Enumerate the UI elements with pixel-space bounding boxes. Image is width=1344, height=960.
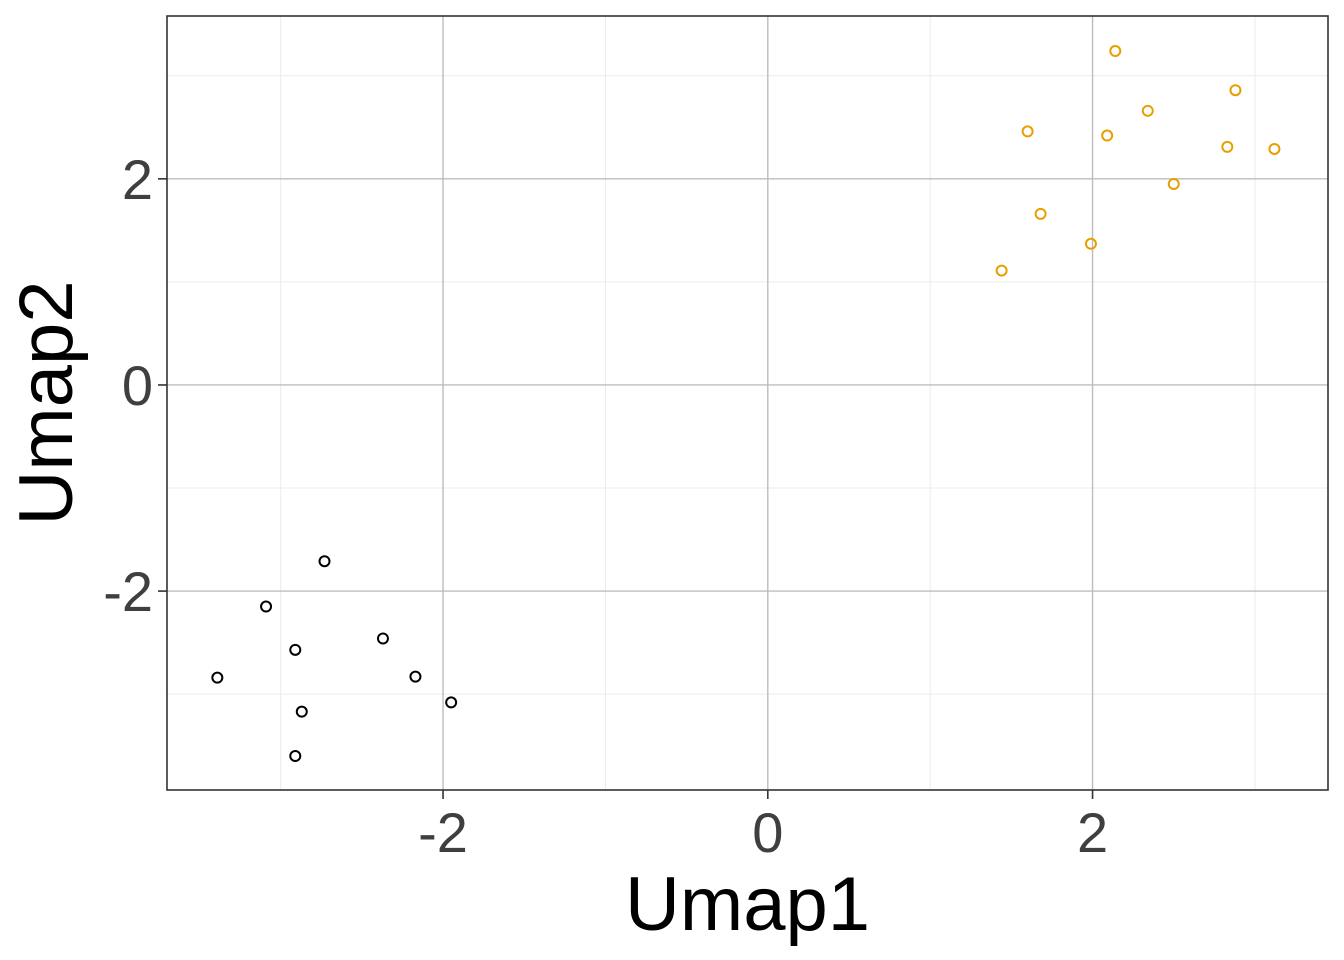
y-axis-ticks xyxy=(158,178,167,592)
x-axis-ticks xyxy=(442,790,1094,799)
data-point xyxy=(1221,140,1234,153)
y-axis-tick-labels: -2 0 2 xyxy=(103,148,153,623)
data-point xyxy=(1229,84,1242,97)
grid-minor xyxy=(167,16,1328,790)
data-point xyxy=(409,670,422,683)
data-point xyxy=(1141,104,1154,117)
data-point xyxy=(1034,207,1047,220)
x-tick-label: 0 xyxy=(752,801,783,864)
grid-major xyxy=(167,16,1328,790)
data-point xyxy=(211,671,224,684)
data-point xyxy=(289,749,302,762)
x-tick-label: 2 xyxy=(1077,801,1108,864)
data-point xyxy=(1268,142,1281,155)
y-tick-label: -2 xyxy=(103,560,153,623)
data-point xyxy=(376,632,389,645)
data-point xyxy=(1109,45,1122,58)
x-axis-title: Umap1 xyxy=(625,862,870,947)
x-axis-tick-labels: -2 0 2 xyxy=(418,801,1108,864)
data-point xyxy=(1084,237,1097,250)
data-point xyxy=(260,600,273,613)
x-tick-label: -2 xyxy=(418,801,468,864)
y-axis-title: Umap2 xyxy=(4,281,89,526)
data-point xyxy=(995,264,1008,277)
panel-border xyxy=(166,15,1329,791)
data-point xyxy=(1021,125,1034,138)
data-point xyxy=(1167,177,1180,190)
y-tick-label: 0 xyxy=(122,354,153,417)
data-points xyxy=(211,45,1281,762)
data-point xyxy=(295,705,308,718)
data-point xyxy=(1101,129,1114,142)
data-point xyxy=(445,696,458,709)
data-point xyxy=(289,643,302,656)
data-point xyxy=(318,555,331,568)
y-tick-label: 2 xyxy=(122,148,153,211)
